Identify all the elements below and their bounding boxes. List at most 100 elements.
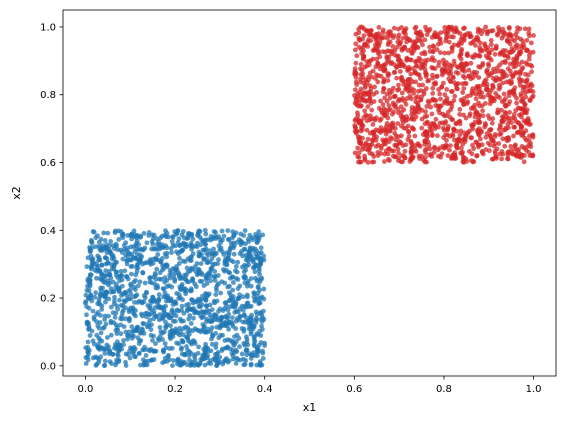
- scatter-point: [150, 338, 155, 343]
- scatter-point: [123, 252, 128, 258]
- scatter-point: [214, 351, 220, 357]
- scatter-point: [464, 159, 470, 164]
- scatter-point: [257, 328, 263, 334]
- scatter-point: [218, 290, 224, 296]
- scatter-point: [497, 85, 503, 90]
- scatter-point: [363, 83, 368, 88]
- scatter-point: [481, 94, 486, 100]
- scatter-point: [440, 111, 446, 117]
- scatter-point: [458, 128, 464, 134]
- scatter-point: [429, 65, 435, 70]
- scatter-point: [415, 103, 421, 109]
- scatter-point: [363, 146, 368, 152]
- scatter-point: [151, 316, 157, 322]
- scatter-point: [399, 74, 405, 80]
- scatter-point: [487, 50, 492, 56]
- scatter-point: [258, 250, 264, 256]
- scatter-point: [438, 96, 443, 102]
- scatter-point: [230, 315, 235, 320]
- scatter-point: [159, 316, 165, 322]
- scatter-point: [119, 313, 125, 319]
- scatter-point: [442, 50, 448, 56]
- scatter-point: [447, 147, 452, 153]
- scatter-point: [495, 32, 500, 38]
- scatter-point: [391, 85, 396, 91]
- scatter-point: [231, 233, 237, 239]
- scatter-point: [182, 276, 188, 282]
- scatter-point: [251, 290, 257, 296]
- scatter-point: [83, 355, 89, 360]
- scatter-point: [359, 24, 365, 30]
- scatter-point: [163, 325, 169, 331]
- scatter-point: [502, 58, 508, 64]
- scatter-point: [409, 116, 414, 122]
- scatter-point: [364, 59, 370, 64]
- scatter-point: [162, 263, 168, 268]
- scatter-point: [120, 256, 126, 262]
- scatter-point: [448, 89, 454, 94]
- scatter-point: [196, 266, 202, 272]
- scatter-point: [390, 120, 396, 126]
- scatter-point: [522, 108, 528, 114]
- scatter-point: [500, 136, 506, 142]
- scatter-point: [209, 307, 215, 312]
- scatter-point: [222, 261, 228, 267]
- scatter-point: [529, 40, 534, 46]
- scatter-point: [157, 276, 162, 282]
- scatter-point: [527, 53, 532, 58]
- scatter-point: [522, 26, 528, 32]
- scatter-point: [477, 89, 483, 95]
- scatter-point: [371, 130, 377, 135]
- scatter-point: [119, 233, 125, 239]
- scatter-point: [231, 343, 237, 348]
- scatter-point: [161, 294, 167, 300]
- scatter-point: [203, 231, 209, 237]
- scatter-point: [458, 97, 464, 103]
- scatter-point: [374, 56, 380, 62]
- scatter-point: [381, 76, 387, 82]
- scatter-point: [449, 100, 455, 106]
- scatter-point: [371, 99, 377, 104]
- scatter-point: [387, 48, 393, 54]
- x-tick-label: 0.8: [436, 384, 452, 395]
- scatter-point: [153, 276, 159, 282]
- scatter-point: [353, 60, 359, 66]
- scatter-point: [167, 332, 173, 338]
- scatter-point: [175, 228, 181, 234]
- scatter-point: [486, 73, 491, 79]
- scatter-point: [107, 359, 113, 364]
- scatter-point: [259, 257, 265, 263]
- scatter-point: [160, 256, 165, 261]
- scatter-point: [117, 297, 122, 303]
- scatter-point: [225, 307, 231, 313]
- scatter-point: [153, 255, 158, 261]
- scatter-point: [498, 68, 504, 74]
- scatter-point: [187, 349, 192, 355]
- scatter-point: [254, 254, 260, 260]
- scatter-point: [204, 260, 210, 265]
- scatter-point: [200, 247, 206, 253]
- scatter-point: [167, 268, 173, 273]
- scatter-point: [102, 290, 107, 296]
- scatter-point: [520, 78, 526, 84]
- scatter-point: [120, 283, 125, 289]
- scatter-point: [142, 260, 148, 266]
- scatter-point: [147, 303, 153, 309]
- scatter-point: [413, 143, 419, 149]
- scatter-point: [520, 87, 526, 93]
- scatter-point: [260, 348, 265, 354]
- scatter-point: [184, 344, 189, 349]
- scatter-point: [439, 66, 445, 72]
- scatter-point: [406, 64, 412, 70]
- scatter-point: [529, 153, 535, 158]
- scatter-point: [530, 89, 536, 94]
- scatter-point: [388, 135, 393, 141]
- scatter-point: [511, 112, 517, 117]
- scatter-point: [111, 243, 116, 249]
- scatter-point: [438, 154, 443, 160]
- scatter-point: [422, 129, 428, 135]
- scatter-point: [521, 41, 527, 47]
- scatter-point: [499, 156, 504, 162]
- scatter-point: [517, 49, 523, 55]
- scatter-point: [248, 276, 254, 281]
